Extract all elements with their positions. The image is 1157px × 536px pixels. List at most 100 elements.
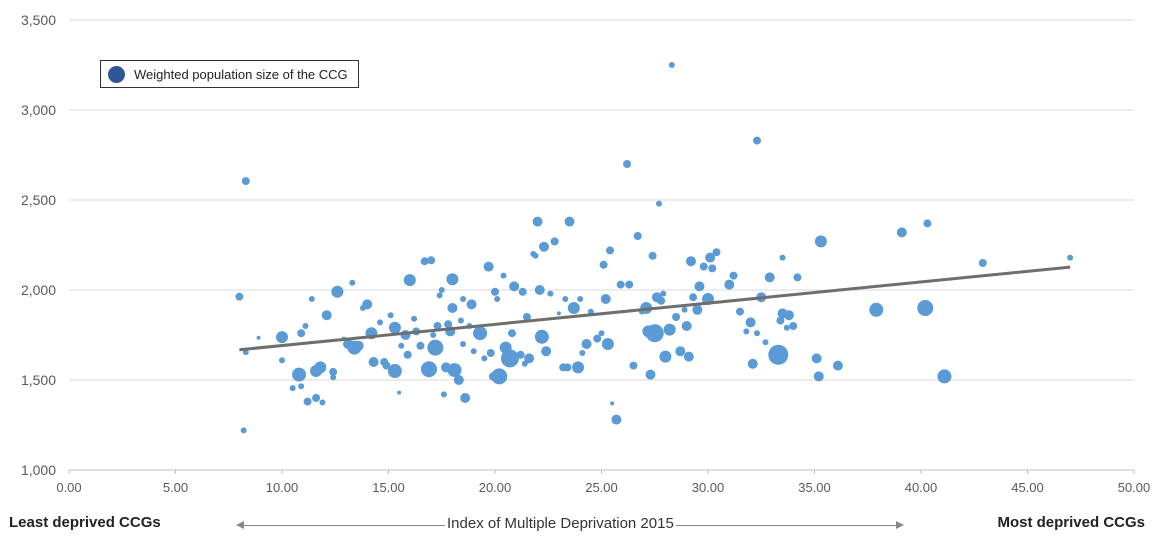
x-tick-label: 15.00 [372,480,405,495]
data-point [534,329,549,344]
data-point [1067,254,1074,261]
data-point [420,257,429,266]
data-point [453,375,464,385]
data-point [832,360,843,371]
data-point [581,339,592,349]
data-point [538,241,549,252]
data-point [457,317,464,324]
data-point [438,287,445,293]
x-tick-label: 50.00 [1118,480,1151,495]
data-point [403,350,412,359]
legend-marker-icon [108,65,125,83]
data-point [712,248,721,257]
data-point [629,361,638,370]
gridlines [69,19,1134,381]
x-tick-label: 0.00 [56,480,81,495]
data-point [567,302,580,314]
data-point [491,287,499,296]
data-point [556,311,561,316]
data-point [534,285,545,295]
data-point [509,281,520,292]
data-point [579,350,586,356]
data-point [302,323,309,329]
data-point [668,62,675,68]
data-point [440,391,447,398]
data-point [656,200,663,207]
data-point [577,296,584,302]
x-tick-label: 45.00 [1011,480,1044,495]
y-tick-label: 1,500 [21,372,56,388]
x-tick-label: 20.00 [479,480,512,495]
data-point [403,274,416,287]
data-point [331,285,344,298]
x-tick-label: 30.00 [692,480,725,495]
data-point [593,334,602,343]
data-point [541,346,552,357]
data-point [681,321,692,331]
data-point [398,342,405,349]
data-point [762,339,769,346]
data-point [599,260,608,269]
data-point [319,399,326,406]
data-point [813,371,824,382]
data-point [724,279,735,290]
data-point [382,361,391,370]
data-point [783,324,790,331]
data-point [289,385,296,392]
arrow-right-icon [896,521,904,529]
data-point [312,394,321,402]
data-point [672,313,681,321]
data-point [522,313,531,321]
data-point [500,349,519,368]
data-point [460,341,467,347]
data-point [694,281,705,292]
y-tick-label: 2,500 [21,192,56,208]
data-point [645,324,664,343]
data-point [524,353,535,364]
data-point [572,361,585,374]
data-point [793,273,802,282]
data-point [349,279,356,286]
data-point [420,361,437,378]
data-point [699,262,708,271]
data-point [388,321,401,334]
y-tick-label: 2,000 [21,282,56,298]
data-point [611,414,622,425]
data-point [494,296,501,302]
data-point [241,177,250,186]
data-point [685,256,696,267]
data-point [562,296,569,302]
data-point [481,355,488,362]
data-point [500,272,507,279]
data-point [657,296,666,305]
data-point [297,329,306,338]
data-point [446,273,459,286]
data-point [303,397,312,406]
data-point [705,252,716,263]
data-point [564,216,575,227]
data-point [460,296,467,302]
data-point [447,363,462,378]
x-tick-label: 5.00 [163,480,188,495]
data-point [298,383,305,390]
data-point [587,308,594,315]
data-point [764,272,775,283]
y-tick-label: 3,500 [21,12,56,28]
data-point [460,393,471,403]
data-point [623,160,632,168]
data-point [633,232,642,240]
data-point [601,338,614,350]
data-point [447,303,458,313]
trend-line [239,265,1071,352]
data-point [776,316,785,325]
data-point [625,280,634,289]
data-point [896,227,907,238]
data-point [692,304,703,315]
data-point [923,219,932,228]
data-point [745,317,756,328]
data-point [470,348,477,355]
x-tick-label: 35.00 [798,480,831,495]
data-point [660,290,667,297]
data-point [321,310,332,321]
y-tick-label: 3,000 [21,102,56,118]
